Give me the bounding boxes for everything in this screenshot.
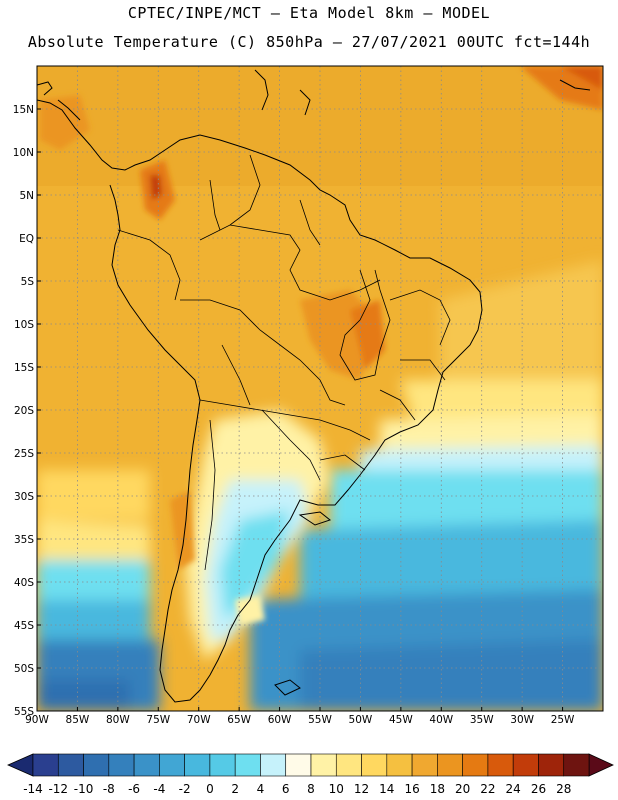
colorbar-level-label: 22: [480, 782, 495, 796]
lat-tick-label: 55S: [14, 706, 34, 718]
colorbar-swatch: [386, 753, 413, 777]
colorbar-level-label: 20: [455, 782, 470, 796]
lon-tick-label: 35W: [470, 714, 494, 726]
lat-tick-label: 35S: [14, 534, 34, 546]
lon-tick-label: 30W: [510, 714, 534, 726]
colorbar-level-label: -4: [153, 782, 165, 796]
colorbar-swatch: [285, 753, 312, 777]
lon-tick-label: 25W: [551, 714, 575, 726]
temperature-field: [37, 66, 603, 711]
colorbar-level-label: 2: [231, 782, 239, 796]
latitude-labels: 15N 10N 5N EQ 5S 10S 15S 20S 25S 30S 35S 40S 45S 50S 5…: [13, 104, 41, 718]
colorbar-swatch: [310, 753, 337, 777]
title-line-2: Absolute Temperature (C) 850hPa – 27/07/…: [27, 33, 591, 51]
lat-tick-label: EQ: [19, 233, 34, 245]
lat-tick-label: 45S: [14, 620, 34, 632]
colorbar-swatch: [57, 753, 84, 777]
colorbar-swatch: [538, 753, 565, 777]
lon-tick-label: 75W: [146, 714, 170, 726]
colorbar-level-label: -2: [179, 782, 191, 796]
colorbar-swatch: [108, 753, 135, 777]
colorbar-level-label: -12: [48, 782, 68, 796]
lon-tick-label: 40W: [429, 714, 453, 726]
lat-tick-label: 50S: [14, 663, 34, 675]
colorbar-swatch: [462, 753, 489, 777]
colorbar-level-label: -14: [23, 782, 43, 796]
colorbar-level-label: 12: [354, 782, 369, 796]
lat-tick-label: 20S: [14, 405, 34, 417]
lat-tick-label: 15N: [13, 104, 34, 116]
colorbar-level-label: 16: [404, 782, 419, 796]
country-borders: [117, 154, 451, 571]
colorbar-level-label: 14: [379, 782, 394, 796]
lon-tick-label: 85W: [66, 714, 90, 726]
colorbar-swatch: [159, 753, 185, 777]
lat-tick-label: 15S: [14, 362, 34, 374]
colorbar-level-label: 4: [257, 782, 265, 796]
lon-tick-label: 80W: [106, 714, 130, 726]
colorbar-swatch: [361, 753, 388, 777]
lat-tick-label: 10N: [13, 147, 34, 159]
lat-tick-label: 40S: [14, 577, 34, 589]
lat-tick-label: 25S: [14, 448, 34, 460]
colorbar-level-label: -10: [74, 782, 94, 796]
lon-tick-label: 65W: [227, 714, 251, 726]
colorbar-swatch: [512, 753, 539, 777]
colorbar-swatch: [335, 753, 362, 777]
colorbar-level-label: 6: [282, 782, 290, 796]
lat-tick-label: 30S: [14, 491, 34, 503]
colorbar: -14 -12 -10 -8 -6 -4 -2 0 2 4 6 8 10 12 14 16 18 20 22 24 26…: [7, 753, 614, 796]
colorbar-level-label: 8: [307, 782, 315, 796]
colorbar-low-arrow: [7, 753, 34, 777]
colorbar-swatch: [260, 753, 287, 777]
colorbar-level-label: 28: [556, 782, 571, 796]
colorbar-level-label: 24: [506, 782, 521, 796]
lon-tick-label: 55W: [308, 714, 332, 726]
lon-tick-label: 70W: [187, 714, 211, 726]
colorbar-swatch: [411, 753, 438, 777]
colorbar-high-arrow: [588, 753, 614, 777]
colorbar-swatch: [133, 753, 160, 777]
colorbar-level-label: 18: [430, 782, 445, 796]
colorbar-swatch: [209, 753, 236, 777]
colorbar-level-label: 26: [531, 782, 546, 796]
lon-tick-label: 45W: [389, 714, 413, 726]
lat-tick-label: 5N: [19, 190, 34, 202]
lat-tick-label: 10S: [14, 319, 34, 331]
lon-tick-label: 90W: [25, 714, 49, 726]
lon-tick-label: 50W: [349, 714, 373, 726]
longitude-labels: 90W 85W 80W 75W 70W 65W 60W 55W 50W 45W 40W 35W 30W 2…: [25, 707, 575, 726]
colorbar-swatch: [184, 753, 211, 777]
colorbar-swatch: [437, 753, 463, 777]
lon-tick-label: 60W: [268, 714, 292, 726]
colorbar-level-label: -8: [103, 782, 115, 796]
colorbar-swatch: [487, 753, 514, 777]
colorbar-swatch: [32, 753, 59, 777]
colorbar-swatch: [83, 753, 110, 777]
colorbar-swatch: [563, 753, 590, 777]
coastlines: [37, 69, 591, 703]
title-line-1: CPTEC/INPE/MCT – Eta Model 8km – MODEL: [127, 4, 491, 22]
colorbar-level-label: -6: [128, 782, 140, 796]
lat-tick-label: 5S: [21, 276, 35, 288]
colorbar-swatch: [234, 753, 261, 777]
colorbar-level-label: 0: [206, 782, 214, 796]
colorbar-level-label: 10: [329, 782, 344, 796]
